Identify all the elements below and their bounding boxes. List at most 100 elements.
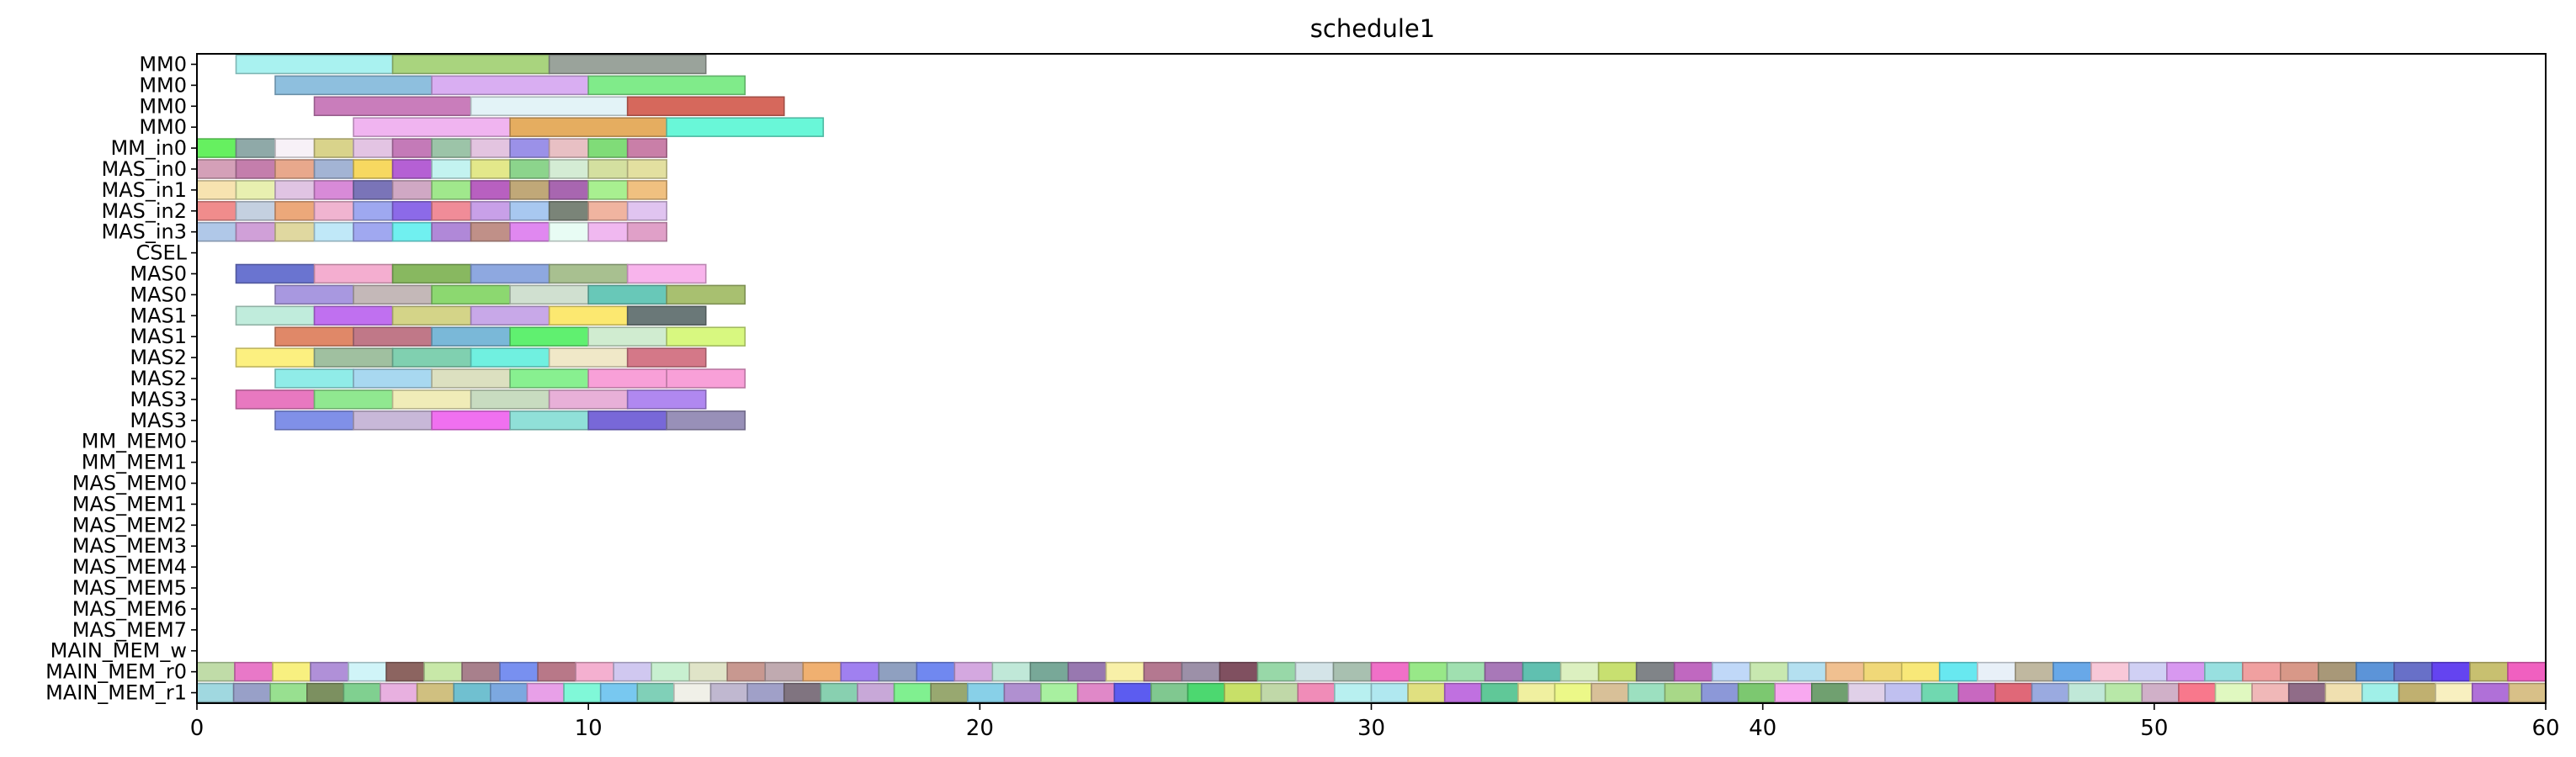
task-bar-31 xyxy=(470,159,511,179)
y-tick-label: MAS0 xyxy=(130,262,187,285)
memory-bar-0-40 xyxy=(1711,661,1751,682)
memory-bar-1-24 xyxy=(1076,682,1116,703)
memory-bar-0-20 xyxy=(953,661,994,682)
memory-bar-0-29 xyxy=(1294,661,1335,682)
y-axis-labels: MM0MM0MM0MM0MM_in0MAS_in0MAS_in1MAS_in2M… xyxy=(45,52,197,705)
task-bar-20 xyxy=(509,138,550,158)
memory-bar-0-38 xyxy=(1635,661,1676,682)
memory-bar-0-50 xyxy=(2090,661,2130,682)
memory-bar-0-0 xyxy=(196,661,236,682)
memory-bar-1-13 xyxy=(673,682,712,703)
task-bar-76 xyxy=(548,263,629,284)
memory-bar-0-42 xyxy=(1787,661,1827,682)
y-tick-label: MM0 xyxy=(139,94,187,118)
memory-bar-0-59 xyxy=(2431,661,2471,682)
memory-bar-0-34 xyxy=(1484,661,1524,682)
task-bar-53 xyxy=(391,201,433,221)
memory-bar-0-21 xyxy=(991,661,1032,682)
task-bar-67 xyxy=(470,221,511,242)
y-tick-label: MAS_MEM2 xyxy=(72,513,187,537)
task-bar-7 xyxy=(470,96,629,117)
task-bar-115 xyxy=(353,410,433,431)
y-tick-label: MM0 xyxy=(139,73,187,97)
memory-bar-1-51 xyxy=(2068,682,2106,703)
task-bar-111 xyxy=(470,389,550,410)
memory-bar-1-17 xyxy=(820,682,858,703)
task-bar-48 xyxy=(196,201,237,221)
memory-bar-0-27 xyxy=(1219,661,1259,682)
memory-bar-1-48 xyxy=(1957,682,1996,703)
task-bar-8 xyxy=(626,96,785,117)
task-bar-112 xyxy=(548,389,629,410)
task-bar-46 xyxy=(587,180,629,200)
task-bar-81 xyxy=(509,284,589,305)
memory-bar-1-14 xyxy=(709,682,748,703)
task-bar-24 xyxy=(196,159,237,179)
memory-bar-1-32 xyxy=(1370,682,1409,703)
memory-bar-0-23 xyxy=(1067,661,1107,682)
memory-bar-1-15 xyxy=(746,682,785,703)
memory-bar-0-47 xyxy=(1976,661,2016,682)
task-bar-101 xyxy=(626,347,707,368)
task-bar-23 xyxy=(626,138,668,158)
x-tick-label: 40 xyxy=(1749,716,1777,741)
task-bar-44 xyxy=(509,180,550,200)
task-bar-22 xyxy=(587,138,629,158)
task-bar-105 xyxy=(509,368,589,389)
memory-bar-0-55 xyxy=(2280,661,2319,682)
task-bar-28 xyxy=(353,159,394,179)
task-bar-70 xyxy=(587,221,629,242)
task-bar-91 xyxy=(353,326,433,347)
task-bar-106 xyxy=(587,368,668,389)
memory-bar-0-22 xyxy=(1029,661,1070,682)
task-bar-98 xyxy=(391,347,472,368)
memory-bar-0-28 xyxy=(1256,661,1297,682)
memory-bar-1-49 xyxy=(1994,682,2033,703)
task-bar-38 xyxy=(274,180,316,200)
task-bar-80 xyxy=(431,284,511,305)
memory-bar-0-5 xyxy=(385,661,425,682)
task-bar-3 xyxy=(274,75,433,96)
y-tick-label: MM_MEM0 xyxy=(82,430,187,453)
task-bar-40 xyxy=(353,180,394,200)
memory-bar-0-45 xyxy=(1900,661,1941,682)
memory-bar-0-4 xyxy=(348,661,387,682)
x-tick-label: 10 xyxy=(575,716,603,741)
task-bar-113 xyxy=(626,389,707,410)
task-bar-85 xyxy=(313,305,394,326)
task-bar-56 xyxy=(509,201,550,221)
task-bar-83 xyxy=(666,284,746,305)
memory-bar-0-2 xyxy=(272,661,311,682)
task-bar-9 xyxy=(353,117,511,137)
memory-bar-1-36 xyxy=(1517,682,1556,703)
memory-bar-1-35 xyxy=(1480,682,1519,703)
task-bar-118 xyxy=(587,410,668,431)
memory-bar-1-21 xyxy=(966,682,1006,703)
task-bar-10 xyxy=(509,117,668,137)
task-bar-42 xyxy=(431,180,472,200)
task-bar-94 xyxy=(587,326,668,347)
memory-bar-1-46 xyxy=(1884,682,1923,703)
task-bar-77 xyxy=(626,263,707,284)
memory-bar-1-28 xyxy=(1224,682,1262,703)
memory-bar-1-45 xyxy=(1847,682,1886,703)
memory-bar-0-58 xyxy=(2393,661,2433,682)
memory-bar-0-46 xyxy=(1938,661,1978,682)
memory-bar-0-60 xyxy=(2469,661,2509,682)
y-tick-label: MAIN_MEM_r0 xyxy=(45,660,187,684)
task-bar-97 xyxy=(313,347,394,368)
memory-bar-0-37 xyxy=(1597,661,1638,682)
memory-bar-1-8 xyxy=(490,682,528,703)
memory-bar-0-32 xyxy=(1408,661,1448,682)
memory-bar-1-50 xyxy=(2031,682,2069,703)
y-tick-label: MM_MEM1 xyxy=(82,451,187,474)
y-tick-label: CSEL xyxy=(135,241,187,265)
memory-bar-1-16 xyxy=(783,682,822,703)
y-tick-label: MAS_in3 xyxy=(101,220,187,244)
memory-bar-0-36 xyxy=(1559,661,1600,682)
task-bar-84 xyxy=(235,305,316,326)
task-bar-114 xyxy=(274,410,354,431)
task-bar-62 xyxy=(274,221,316,242)
memory-bar-1-4 xyxy=(343,682,381,703)
y-tick-label: MAS3 xyxy=(130,388,187,411)
